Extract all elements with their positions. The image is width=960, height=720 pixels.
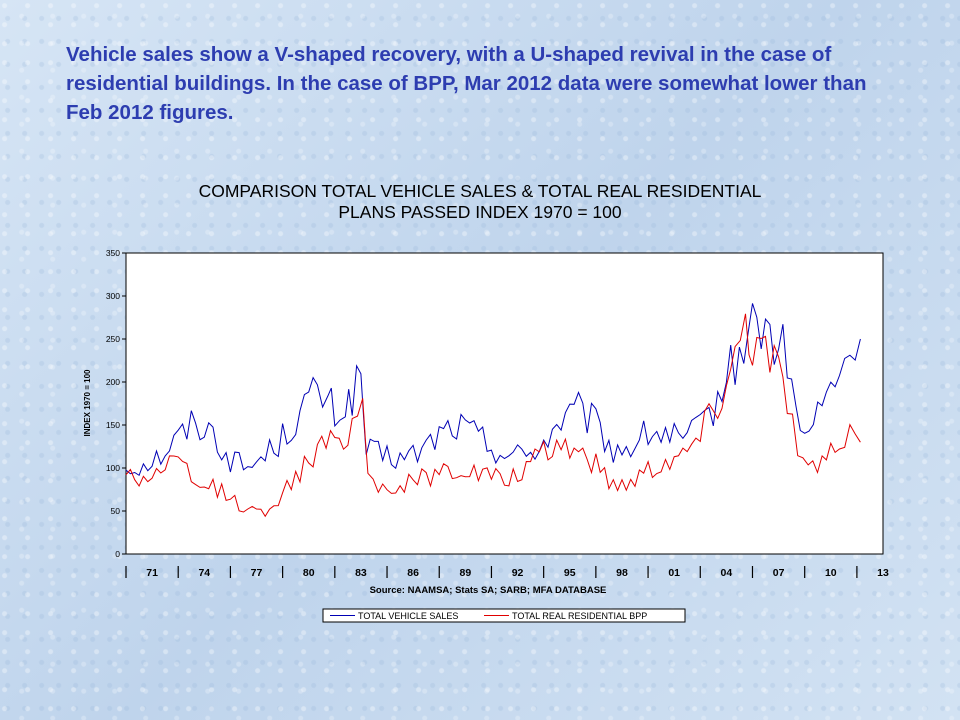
y-tick-label: 100 [106, 463, 120, 473]
series-line-vehicle-sales [125, 303, 861, 477]
x-tick-label: 98 [616, 567, 628, 579]
headline: Vehicle sales show a V-shaped recovery, … [66, 43, 867, 124]
y-tick-label: 300 [106, 291, 120, 301]
y-tick-label: 200 [106, 377, 120, 387]
legend-label-vehicle-sales: TOTAL VEHICLE SALES [358, 611, 458, 621]
x-tick-label: 95 [564, 567, 576, 579]
x-tick-label: 77 [251, 567, 263, 579]
y-axis-label: INDEX 1970 = 100 [83, 369, 92, 436]
legend-label-residential-bpp: TOTAL REAL RESIDENTIAL BPP [512, 611, 647, 621]
x-tick-label: 01 [668, 567, 680, 579]
x-axis: 71 74 77 80 83 86 89 92 95 98 01 04 07 10 13 [125, 566, 889, 579]
chart-source: Source: NAAMSA; Stats SA; SARB; MFA DATA… [370, 585, 607, 596]
y-tick-label: 250 [106, 334, 120, 344]
x-tick-label: 04 [721, 567, 733, 579]
x-tick-label: 74 [198, 567, 210, 579]
legend: TOTAL VEHICLE SALES TOTAL REAL RESIDENTI… [322, 608, 686, 623]
x-tick-label: 80 [303, 567, 315, 579]
x-tick-label: 89 [460, 567, 472, 579]
chart-title-line-2: PLANS PASSED INDEX 1970 = 100 [338, 202, 621, 222]
y-tick-label: 150 [106, 420, 120, 430]
x-tick-label: 83 [355, 567, 367, 579]
y-tick-label: 350 [106, 248, 120, 258]
x-tick-label: 10 [825, 567, 837, 579]
x-tick-label: 71 [146, 567, 158, 579]
x-tick-label: 13 [877, 567, 889, 579]
x-tick-label: 92 [512, 567, 524, 579]
x-tick-label: 07 [773, 567, 785, 579]
y-axis: 0 50 100 150 200 250 300 350 [106, 248, 126, 559]
chart-title-line-1: COMPARISON TOTAL VEHICLE SALES & TOTAL R… [199, 181, 762, 201]
y-tick-label: 50 [111, 506, 121, 516]
series-line-residential-bpp [125, 313, 861, 518]
series-group [125, 303, 861, 518]
plot-area [125, 252, 884, 555]
y-tick-label: 0 [115, 549, 120, 559]
x-tick-label: 86 [407, 567, 419, 579]
